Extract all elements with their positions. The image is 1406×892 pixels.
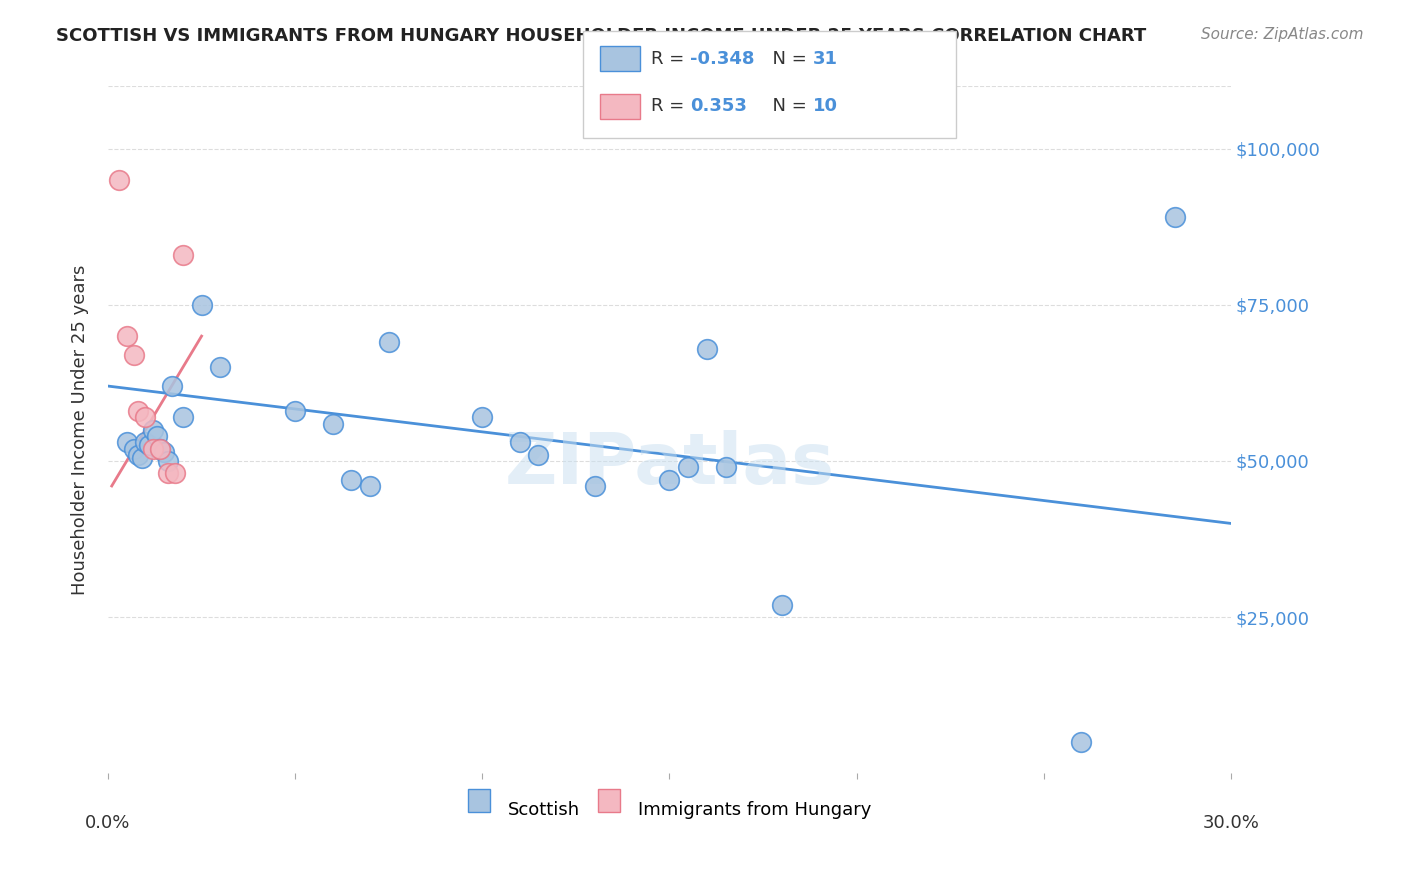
Point (322, 417, 344, 431)
Point (153, 444, 176, 458)
Text: 30.0%: 30.0% (1202, 814, 1260, 832)
Point (509, 435, 531, 450)
Point (172, 410, 194, 425)
Point (156, 467, 179, 481)
Point (149, 442, 172, 456)
Point (284, 404, 307, 418)
Text: R =: R = (651, 97, 690, 115)
Point (115, 435, 138, 450)
Text: SCOTTISH VS IMMIGRANTS FROM HUNGARY HOUSEHOLDER INCOME UNDER 25 YEARS CORRELATIO: SCOTTISH VS IMMIGRANTS FROM HUNGARY HOUS… (56, 27, 1146, 45)
Point (172, 248, 194, 262)
Point (138, 438, 160, 452)
Point (160, 379, 183, 393)
Point (1164, 211, 1187, 225)
Point (340, 473, 363, 487)
Point (527, 448, 550, 462)
Point (676, 460, 699, 475)
Point (131, 450, 153, 465)
Point (145, 429, 167, 443)
Text: Source: ZipAtlas.com: Source: ZipAtlas.com (1201, 27, 1364, 42)
Point (770, 598, 793, 612)
Text: R =: R = (651, 50, 690, 68)
Y-axis label: Householder Income Under 25 years: Householder Income Under 25 years (72, 265, 89, 595)
Text: ZIPatlas: ZIPatlas (505, 430, 835, 499)
Text: -0.348: -0.348 (690, 50, 755, 68)
Point (122, 442, 145, 456)
Point (377, 335, 399, 350)
Point (134, 435, 156, 450)
Text: N =: N = (761, 97, 813, 115)
Point (583, 479, 606, 493)
Point (127, 404, 149, 418)
Point (359, 479, 381, 493)
Point (165, 467, 187, 481)
Point (134, 410, 156, 425)
Point (108, 173, 131, 187)
Point (115, 329, 138, 343)
Legend: Scottish, Immigrants from Hungary: Scottish, Immigrants from Hungary (461, 792, 879, 826)
Point (142, 442, 165, 456)
Point (142, 423, 165, 437)
Text: 0.353: 0.353 (690, 97, 747, 115)
Text: N =: N = (761, 50, 813, 68)
Point (190, 298, 212, 312)
Point (658, 473, 681, 487)
Point (156, 454, 179, 468)
Point (1070, 735, 1092, 749)
Text: 31: 31 (813, 50, 838, 68)
Point (714, 460, 737, 475)
Point (127, 448, 149, 462)
Point (122, 348, 145, 362)
Point (696, 342, 718, 356)
Point (149, 442, 172, 456)
Text: 10: 10 (813, 97, 838, 115)
Text: 0.0%: 0.0% (86, 814, 131, 832)
Point (209, 360, 232, 375)
Point (471, 410, 494, 425)
